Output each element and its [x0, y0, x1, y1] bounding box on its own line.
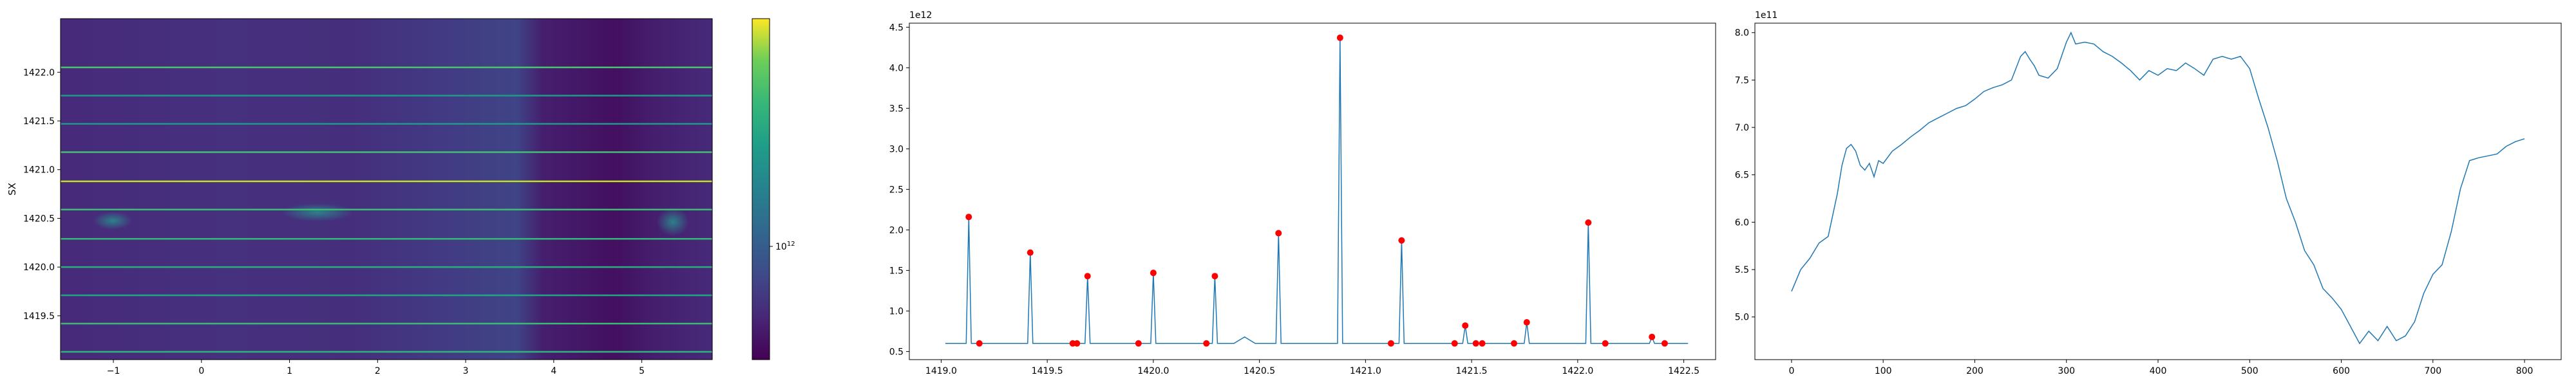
peak-marker: [1398, 237, 1405, 244]
profile-y-offset-label: 1e11: [1755, 10, 1777, 21]
profile-x-tick-label: 600: [2333, 366, 2350, 376]
profile-x-tick-label: 100: [1875, 366, 1892, 376]
peak-marker: [1084, 273, 1091, 280]
heatmap-background: [61, 19, 712, 360]
peaks-x-tick-label: 1420.0: [1137, 366, 1169, 376]
peak-marker: [1523, 319, 1530, 326]
peak-marker: [1585, 219, 1592, 226]
colorbar-tick-label: 1012: [775, 241, 795, 252]
heatmap-x-ticks: −1 0 1 2 3 4 5: [107, 360, 645, 376]
peaks-panel: 1e12 1419.0 1419.5 1420.0 1420.5 1421.0 1421.…: [889, 10, 1716, 376]
peak-marker: [1150, 270, 1157, 277]
heatmap-y-tick-label: 1421.5: [23, 116, 55, 127]
peaks-y-offset-label: 1e12: [909, 10, 932, 21]
profile-x-tick-label: 300: [2058, 366, 2075, 376]
profile-series-line: [1791, 31, 2525, 345]
peaks-series-line: [945, 37, 1689, 344]
peak-marker: [1336, 34, 1343, 41]
profile-x-ticks: 0 100 200 300 400 500 600 700 800: [1788, 360, 2533, 376]
heatmap-x-tick-label: 5: [639, 366, 645, 376]
heatmap-x-tick-label: 4: [551, 366, 556, 376]
profile-x-tick-label: 500: [2241, 366, 2259, 376]
heatmap-y-tick-label: 1420.5: [23, 214, 55, 224]
peak-marker: [1511, 340, 1517, 347]
profile-frame: [1754, 23, 2562, 360]
heatmap-rows: [61, 66, 712, 353]
peaks-y-ticks: 0.5 1.0 1.5 2.0 2.5 3.0 3.5 4.0 4.5: [889, 23, 909, 357]
peaks-y-tick-label: 2.0: [889, 225, 904, 235]
peak-marker: [1462, 322, 1469, 329]
colorbar: 1012: [752, 18, 795, 360]
peaks-y-tick-label: 3.5: [889, 104, 904, 114]
peak-marker: [1649, 333, 1656, 340]
colorbar-gradient: [752, 18, 770, 360]
heatmap-y-tick-label: 1421.0: [23, 165, 55, 176]
peak-marker: [1275, 230, 1282, 237]
peak-marker: [1472, 340, 1479, 347]
peaks-y-tick-label: 3.0: [889, 144, 904, 154]
heatmap-y-ticks: 1419.5 1420.0 1420.5 1421.0 1421.5 1422.0: [23, 68, 61, 322]
profile-y-tick-label: 8.0: [1735, 28, 1749, 39]
peak-marker: [976, 340, 983, 347]
peaks-y-tick-label: 4.0: [889, 63, 904, 73]
heatmap-y-tick-label: 1419.5: [23, 311, 55, 322]
peaks-y-tick-label: 2.5: [889, 185, 904, 195]
profile-y-tick-label: 6.5: [1735, 170, 1749, 181]
profile-y-tick-label: 6.0: [1735, 217, 1749, 228]
peak-marker: [1451, 340, 1458, 347]
heatmap-x-tick-label: 2: [375, 366, 381, 376]
peaks-y-tick-label: 0.5: [889, 347, 904, 357]
peak-marker: [1387, 340, 1394, 347]
profile-x-tick-label: 400: [2150, 366, 2167, 376]
heatmap-x-tick-label: −1: [107, 366, 120, 376]
profile-y-ticks: 5.0 5.5 6.0 6.5 7.0 7.5 8.0: [1735, 28, 1755, 323]
heatmap-y-axis-label: SX: [6, 183, 18, 196]
heatmap-y-tick-label: 1420.0: [23, 262, 55, 273]
profile-x-tick-label: 200: [1966, 366, 1984, 376]
profile-panel: 1e11 0 100 200 300 400 500 600 700 800 5.0 5.5 6.0…: [1735, 10, 2562, 376]
peak-marker: [965, 214, 972, 221]
peaks-x-tick-label: 1422.5: [1668, 366, 1700, 376]
peak-marker: [1602, 340, 1609, 347]
peaks-x-tick-label: 1419.5: [1032, 366, 1063, 376]
peak-marker: [1211, 273, 1218, 280]
peak-marker: [1479, 340, 1486, 347]
profile-y-tick-label: 5.0: [1735, 313, 1749, 323]
peaks-x-tick-label: 1420.5: [1244, 366, 1275, 376]
peaks-frame: [909, 23, 1716, 360]
peak-marker: [1203, 340, 1210, 347]
peak-marker: [1027, 249, 1034, 256]
heatmap-x-tick-label: 0: [198, 366, 204, 376]
profile-y-tick-label: 5.5: [1735, 265, 1749, 275]
profile-y-tick-label: 7.5: [1735, 75, 1749, 86]
peaks-x-tick-label: 1419.0: [925, 366, 957, 376]
peak-marker: [1135, 340, 1142, 347]
heatmap-glow: [93, 212, 132, 230]
heatmap-x-tick-label: 3: [463, 366, 469, 376]
heatmap-x-tick-label: 1: [287, 366, 292, 376]
profile-y-tick-label: 7.0: [1735, 123, 1749, 133]
profile-x-tick-label: 700: [2424, 366, 2441, 376]
peaks-x-tick-label: 1422.0: [1562, 366, 1593, 376]
peaks-x-tick-label: 1421.0: [1350, 366, 1381, 376]
heatmap-glow-group: [93, 203, 689, 236]
profile-x-tick-label: 0: [1788, 366, 1794, 376]
peaks-y-tick-label: 1.5: [889, 266, 904, 276]
peaks-markers: [965, 34, 1668, 347]
heatmap-y-tick-label: 1422.0: [23, 68, 55, 78]
profile-x-tick-label: 800: [2516, 366, 2533, 376]
heatmap-panel: −1 0 1 2 3 4 5 1419.51420.01420.51421.01421.51…: [6, 18, 713, 376]
peak-marker: [1074, 340, 1081, 347]
peaks-y-tick-label: 4.5: [889, 23, 904, 33]
peak-marker: [1661, 340, 1668, 347]
heatmap-glow: [657, 208, 689, 236]
peaks-y-tick-label: 1.0: [889, 306, 904, 317]
peaks-x-tick-label: 1421.5: [1456, 366, 1488, 376]
heatmap-glow: [282, 203, 353, 221]
peaks-x-ticks: 1419.0 1419.5 1420.0 1420.5 1421.0 1421.5 1422…: [925, 360, 1700, 376]
heatmap-frame: [60, 18, 713, 360]
